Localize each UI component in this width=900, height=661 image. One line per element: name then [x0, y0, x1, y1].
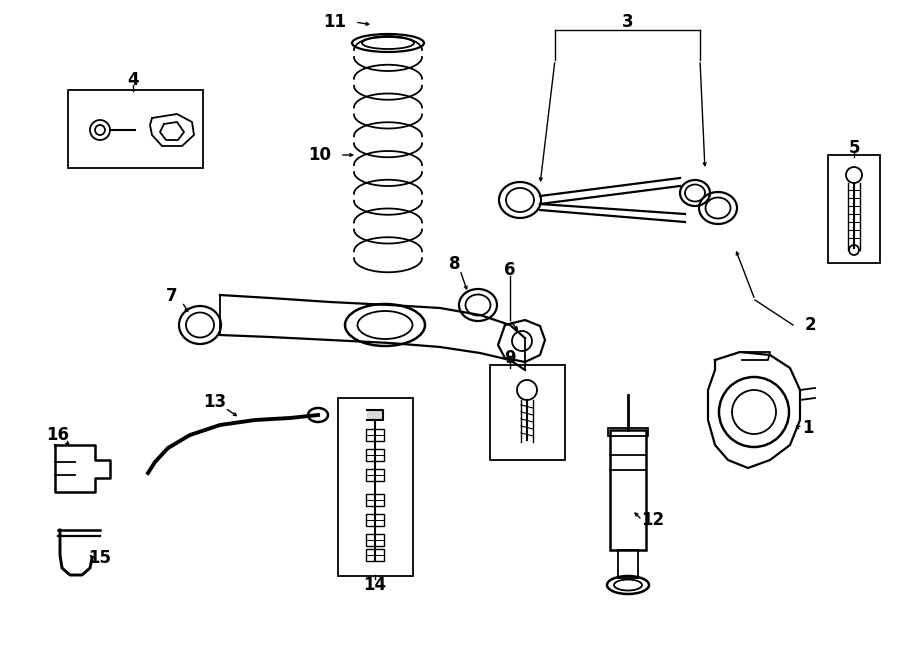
- Text: 2: 2: [805, 316, 815, 334]
- Bar: [608, 428, 648, 436]
- Text: 9: 9: [504, 349, 516, 367]
- Bar: [828, 155, 880, 263]
- Text: 3: 3: [622, 13, 634, 31]
- Text: 14: 14: [364, 576, 387, 594]
- Bar: [366, 449, 384, 461]
- Text: 8: 8: [449, 255, 461, 273]
- Bar: [366, 534, 384, 546]
- Bar: [366, 429, 384, 441]
- Text: 4: 4: [127, 71, 139, 89]
- Text: 6: 6: [504, 261, 516, 279]
- Text: 15: 15: [88, 549, 112, 567]
- Bar: [366, 469, 384, 481]
- Text: 13: 13: [203, 393, 227, 411]
- Text: 11: 11: [323, 13, 346, 31]
- Polygon shape: [367, 410, 383, 420]
- Text: 1: 1: [802, 419, 814, 437]
- Bar: [338, 398, 413, 576]
- Bar: [68, 90, 203, 168]
- Text: 5: 5: [848, 139, 860, 157]
- Bar: [618, 550, 638, 578]
- Text: 10: 10: [309, 146, 331, 164]
- Bar: [490, 365, 565, 460]
- Text: 7: 7: [166, 287, 178, 305]
- Bar: [366, 514, 384, 526]
- Bar: [366, 494, 384, 506]
- Text: 12: 12: [642, 511, 664, 529]
- Bar: [610, 430, 646, 550]
- Bar: [366, 549, 384, 561]
- Text: 16: 16: [47, 426, 69, 444]
